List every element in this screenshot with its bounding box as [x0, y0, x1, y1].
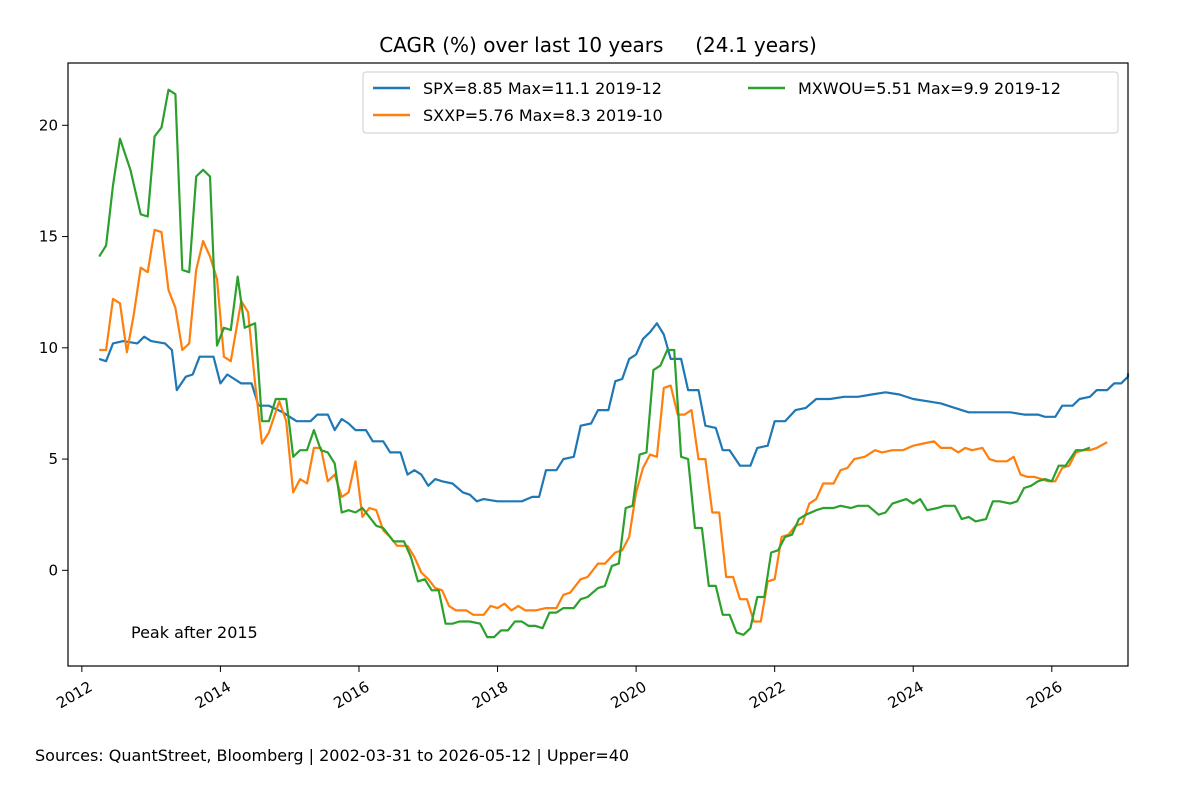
- x-tick-label: 2022: [746, 678, 788, 713]
- y-tick-label: 5: [48, 450, 58, 468]
- legend-label-2: MXWOU=5.51 Max=9.9 2019-12: [798, 79, 1061, 98]
- y-tick-label: 15: [39, 228, 58, 246]
- y-axis: 0 5 10 15 20: [39, 116, 68, 579]
- x-tick-label: 2016: [331, 678, 373, 713]
- chart-title: CAGR (%) over last 10 years (24.1 years): [379, 33, 817, 57]
- series-line-2: [98, 88, 1091, 639]
- x-axis: 2012 2014 2016 2018 2020 2022 2024 2026: [53, 666, 1065, 712]
- legend-box: [362, 71, 1119, 134]
- x-tick-label: 2014: [192, 678, 234, 713]
- series-line-0: [98, 322, 1130, 503]
- x-tick-label: 2026: [1023, 678, 1065, 713]
- x-tick-label: 2012: [53, 678, 95, 713]
- x-tick-label: 2020: [608, 678, 650, 713]
- legend: SPX=8.85 Max=11.1 2019-12 SXXP=5.76 Max=8…: [362, 71, 1119, 134]
- plot-frame: [67, 62, 1129, 667]
- legend-label-0: SPX=8.85 Max=11.1 2019-12: [423, 79, 662, 98]
- x-tick-label: 2024: [885, 678, 927, 713]
- y-tick-label: 0: [48, 561, 58, 579]
- legend-label-1: SXXP=5.76 Max=8.3 2019-10: [423, 106, 663, 125]
- y-tick-label: 20: [39, 116, 58, 134]
- x-tick-label: 2018: [469, 678, 511, 713]
- source-note: Sources: QuantStreet, Bloomberg | 2002-0…: [35, 746, 629, 765]
- series-line-1: [99, 228, 1108, 623]
- peak-annotation: Peak after 2015: [131, 623, 258, 642]
- series-lines: [98, 88, 1130, 639]
- y-tick-label: 10: [39, 339, 58, 357]
